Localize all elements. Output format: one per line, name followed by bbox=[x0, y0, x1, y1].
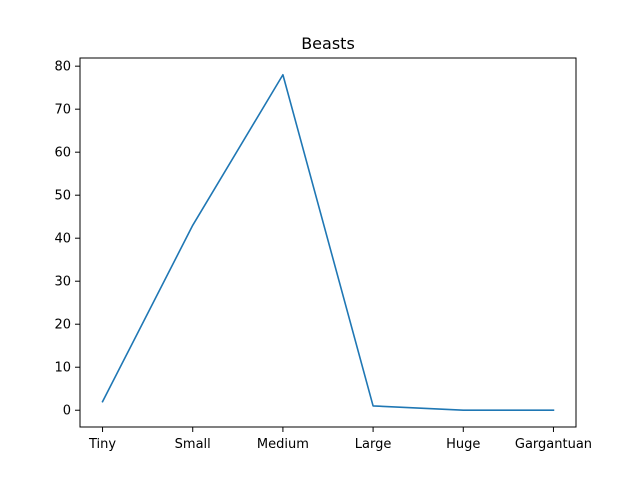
series-line bbox=[101, 73, 555, 412]
x-tick-label: Tiny bbox=[88, 437, 116, 452]
series-layer bbox=[101, 73, 555, 412]
x-tick-label: Gargantuan bbox=[515, 437, 592, 452]
y-tick-label: 80 bbox=[54, 60, 71, 75]
x-tick-label: Large bbox=[355, 437, 392, 452]
x-axis: Tiny Small Medium Large Huge Gargantuan bbox=[88, 427, 592, 452]
chart-title: Beasts bbox=[301, 34, 355, 53]
y-tick-label: 70 bbox=[54, 103, 71, 118]
y-tick-label: 40 bbox=[54, 232, 71, 247]
y-axis: 0 10 20 30 40 50 60 70 80 bbox=[54, 60, 80, 419]
axes-frame bbox=[79, 57, 577, 428]
x-tick-label: Medium bbox=[257, 437, 309, 452]
y-tick-label: 50 bbox=[54, 189, 71, 204]
y-tick-label: 60 bbox=[54, 146, 71, 161]
y-tick-label: 0 bbox=[63, 404, 71, 419]
y-tick-label: 10 bbox=[54, 361, 71, 376]
x-tick-label: Huge bbox=[446, 437, 480, 452]
y-tick-label: 20 bbox=[54, 318, 71, 333]
y-tick-label: 30 bbox=[54, 275, 71, 290]
x-tick-label: Small bbox=[175, 437, 211, 452]
